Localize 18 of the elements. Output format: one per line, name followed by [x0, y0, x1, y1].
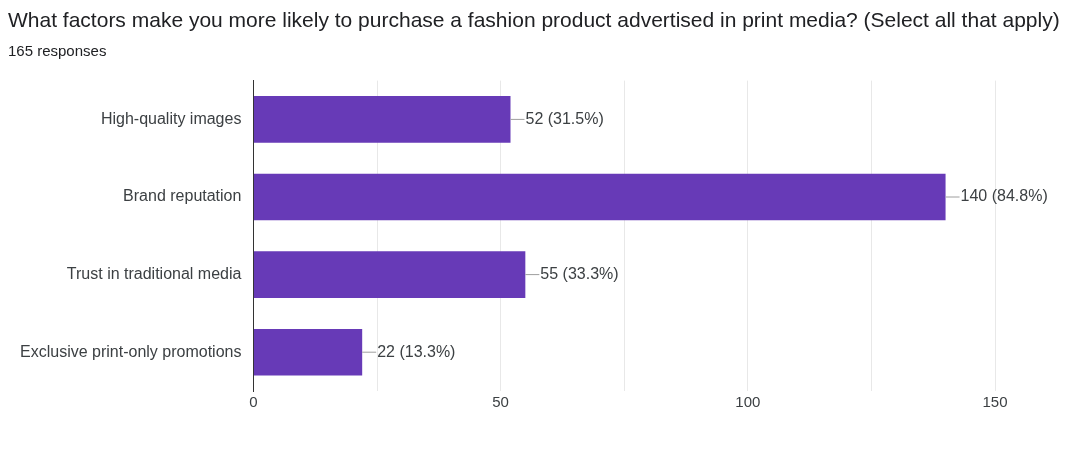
data-label: 140 (84.8%) [960, 187, 1048, 205]
y-tick-label: Exclusive print-only promotions [20, 342, 242, 360]
y-tick-label: Brand reputation [123, 187, 242, 205]
bar [253, 96, 511, 143]
chart-title: What factors make you more likely to purchase a fashion product advertised in print media? (Select all that apply) [7, 7, 1061, 33]
data-label: 55 (33.3%) [540, 265, 619, 283]
text: 165 responses [7, 42, 108, 59]
x-tick-label: 100 [735, 393, 761, 411]
bar [253, 173, 946, 221]
x-tick-label: 150 [982, 393, 1008, 411]
data-label: 22 (13.3%) [377, 342, 456, 360]
x-tick-label: 50 [492, 393, 509, 411]
data-label: 52 (31.5%) [525, 109, 604, 127]
y-tick-label: High-quality images [100, 109, 242, 127]
y-tick-label: Trust in traditional media [66, 265, 242, 283]
bar [253, 328, 363, 376]
x-tick-label: 0 [249, 393, 258, 411]
bar [253, 251, 526, 298]
